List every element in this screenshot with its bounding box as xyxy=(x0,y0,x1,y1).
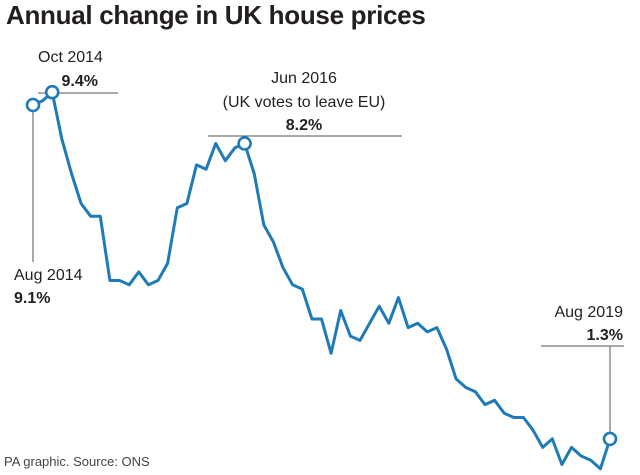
data-point-oct-2016 xyxy=(281,266,285,269)
data-point-oct-2015 xyxy=(166,262,169,265)
data-point-apr-2015 xyxy=(108,279,112,282)
data-point-sep-2016 xyxy=(272,240,275,244)
data-point-jul-2018 xyxy=(483,403,487,406)
data-point-dec-2014 xyxy=(70,172,73,175)
data-point-nov-2018 xyxy=(522,416,525,419)
data-point-aug-2016 xyxy=(262,223,265,227)
data-point-mar-2017 xyxy=(329,352,333,355)
data-point-dec-2015 xyxy=(185,202,189,205)
data-point-jan-2015 xyxy=(79,202,83,205)
data-point-jan-2019 xyxy=(541,446,544,449)
data-point-sep-2014 xyxy=(41,99,44,102)
data-point-dec-2018 xyxy=(531,429,535,432)
data-point-jun-2019 xyxy=(589,459,592,462)
data-point-apr-2016 xyxy=(224,159,227,162)
data-point-jul-2015 xyxy=(137,270,140,274)
marker-aug-2014 xyxy=(25,97,41,113)
data-point-aug-2015 xyxy=(147,283,150,286)
data-point-mar-2019 xyxy=(560,463,564,466)
source-note: PA graphic. Source: ONS xyxy=(4,454,150,469)
data-point-aug-2017 xyxy=(378,305,381,308)
marker-jun-2016 xyxy=(237,136,252,151)
marker-oct-2014 xyxy=(44,84,60,100)
data-point-dec-2017 xyxy=(416,322,419,325)
annotation-jun-2016-date: Jun 2016 xyxy=(271,70,337,87)
data-point-jun-2018 xyxy=(474,390,477,393)
data-point-jan-2018 xyxy=(426,330,429,334)
annotation-jun-2016-value: 8.2% xyxy=(286,117,322,134)
data-point-nov-2014 xyxy=(60,138,64,141)
data-point-oct-2018 xyxy=(512,416,515,419)
data-point-may-2017 xyxy=(349,334,352,338)
annotation-jun-2016-note: (UK votes to leave EU) xyxy=(223,94,386,111)
data-point-oct-2017 xyxy=(397,296,400,299)
data-point-jun-2015 xyxy=(128,283,131,286)
leader-aug-2019 xyxy=(541,345,624,433)
data-point-sep-2018 xyxy=(503,412,506,415)
data-point-feb-2019 xyxy=(551,437,554,441)
data-point-sep-2017 xyxy=(387,322,390,325)
data-point-jan-2017 xyxy=(310,317,314,321)
annotation-oct-2014-date: Oct 2014 xyxy=(38,49,103,66)
data-point-feb-2015 xyxy=(89,215,92,218)
annotation-aug-2014-date: Aug 2014 xyxy=(14,267,83,284)
data-point-may-2019 xyxy=(579,454,583,458)
highlight-markers xyxy=(25,84,618,447)
data-point-may-2018 xyxy=(464,386,467,389)
data-point-may-2015 xyxy=(118,279,121,282)
data-point-may-2016 xyxy=(233,146,237,149)
data-point-nov-2015 xyxy=(176,206,179,209)
annotation-oct-2014-value: 9.4% xyxy=(62,73,98,90)
annotation-aug-2019-date: Aug 2019 xyxy=(554,304,623,321)
data-point-jul-2017 xyxy=(368,322,371,325)
data-point-mar-2016 xyxy=(214,142,217,145)
data-point-jul-2019 xyxy=(599,467,602,470)
data-point-feb-2017 xyxy=(320,317,323,321)
data-point-mar-2015 xyxy=(99,215,102,218)
chart-title: Annual change in UK house prices xyxy=(6,0,426,30)
data-point-apr-2019 xyxy=(570,446,573,449)
data-point-mar-2018 xyxy=(445,347,448,351)
data-point-jul-2016 xyxy=(253,172,256,175)
data-point-feb-2018 xyxy=(435,326,439,329)
data-point-jun-2017 xyxy=(358,339,362,342)
data-point-apr-2018 xyxy=(454,377,458,381)
data-point-nov-2016 xyxy=(291,283,294,286)
data-point-aug-2018 xyxy=(493,399,496,402)
data-point-jan-2016 xyxy=(195,163,198,167)
data-point-feb-2016 xyxy=(204,168,208,171)
annotation-aug-2014-value: 9.1% xyxy=(14,290,50,307)
data-points xyxy=(31,91,612,470)
leader-jun-2016 xyxy=(208,135,402,138)
data-point-dec-2016 xyxy=(301,287,304,291)
data-point-sep-2015 xyxy=(156,279,160,282)
marker-aug-2019 xyxy=(602,431,618,447)
annotation-aug-2019-value: 1.3% xyxy=(587,327,623,344)
data-point-apr-2017 xyxy=(339,309,342,312)
data-point-nov-2017 xyxy=(406,326,410,329)
annotation-leaders xyxy=(32,86,624,433)
